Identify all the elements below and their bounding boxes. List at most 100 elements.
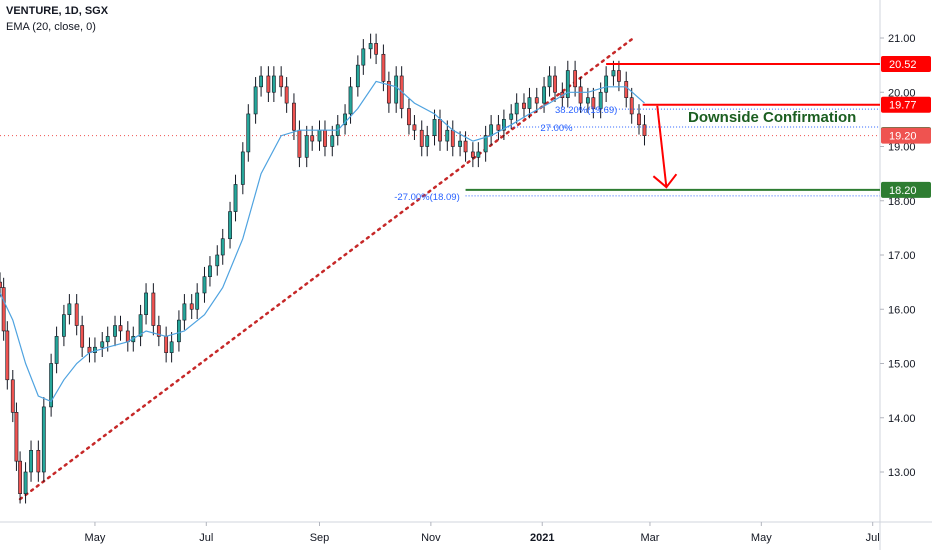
candle-up — [138, 314, 143, 337]
y-tick-label: 13.00 — [888, 467, 916, 479]
x-tick-label: Nov — [421, 532, 441, 544]
candle-up — [425, 135, 430, 147]
candle-up — [259, 75, 263, 88]
candle-down — [156, 325, 161, 337]
downside-confirmation-label: Downside Confirmation — [688, 109, 856, 126]
candle-down — [151, 292, 156, 326]
candle-down — [310, 135, 315, 142]
candle-down — [624, 81, 629, 98]
candle-down — [18, 460, 22, 494]
candle-up — [604, 75, 609, 93]
y-tick-label: 17.00 — [888, 250, 916, 262]
candle-down — [386, 81, 391, 104]
candle-up — [368, 43, 373, 50]
candle-up — [476, 151, 481, 158]
candle-up — [394, 75, 399, 104]
price-badge-label: 20.52 — [889, 59, 917, 71]
y-tick-label: 14.00 — [888, 413, 916, 425]
candle-down — [617, 70, 621, 82]
ascending-trendline — [18, 36, 635, 501]
candle-up — [100, 341, 105, 348]
candle-up — [233, 184, 238, 212]
candle-down — [438, 119, 442, 142]
candle-up — [202, 276, 207, 294]
candle-down — [463, 140, 468, 153]
y-tick-label: 21.00 — [888, 33, 916, 45]
candle-down — [292, 102, 296, 131]
price-badge-label: 18.20 — [889, 185, 917, 197]
x-tick-label: Sep — [310, 532, 330, 544]
candle-down — [80, 325, 85, 348]
price-badge — [881, 127, 931, 144]
candle-down — [164, 336, 169, 353]
price-badge — [881, 96, 931, 113]
candle-down — [381, 53, 386, 82]
candle-down — [553, 75, 557, 93]
candle-down — [419, 129, 424, 147]
candle-up — [458, 140, 462, 147]
candle-up — [598, 91, 603, 109]
candle-up — [105, 336, 110, 343]
candle-up — [445, 129, 450, 142]
candle-up — [348, 86, 353, 115]
candle-up — [547, 75, 552, 88]
candle-down — [637, 113, 641, 126]
candle-up — [246, 113, 251, 153]
candle-down — [534, 97, 539, 104]
x-tick-label: May — [85, 532, 106, 544]
candle-up — [208, 265, 212, 278]
candle-up — [195, 292, 200, 310]
candle-up — [330, 135, 335, 147]
candle-up — [355, 64, 360, 88]
candle-down — [125, 330, 130, 343]
candle-down — [629, 97, 634, 115]
candle-up — [182, 303, 187, 321]
candle-up — [514, 102, 519, 115]
x-tick-label: May — [751, 532, 772, 544]
candle-up — [228, 211, 232, 240]
y-tick-label: 19.00 — [888, 142, 916, 154]
ema-line — [0, 80, 645, 403]
candle-up — [483, 135, 488, 153]
price-badge — [881, 56, 931, 73]
y-tick-label: 18.00 — [888, 196, 916, 208]
indicator-legend[interactable]: EMA (20, close, 0) — [6, 21, 96, 33]
candle-down — [297, 129, 302, 158]
candle-up — [509, 113, 514, 120]
candle-up — [29, 449, 33, 473]
candle-down — [573, 70, 578, 88]
candle-up — [565, 70, 570, 98]
candle-up — [527, 97, 532, 109]
fib-38-label: 38.20%(19.69) — [555, 105, 617, 116]
candle-up — [432, 119, 437, 136]
candle-up — [240, 151, 245, 185]
candle-down — [412, 124, 417, 131]
candle-down — [323, 129, 327, 147]
candle-down — [189, 303, 194, 310]
candle-down — [470, 151, 475, 158]
candle-down — [279, 75, 284, 88]
candle-down — [14, 412, 19, 462]
candle-up — [317, 129, 322, 142]
candle-down — [578, 86, 583, 104]
symbol-legend[interactable]: VENTURE, 1D, SGX — [6, 5, 109, 17]
y-tick-label: 16.00 — [888, 304, 916, 316]
candle-up — [169, 341, 174, 353]
candle-down — [10, 379, 15, 413]
candle-up — [611, 70, 616, 77]
candle-up — [304, 135, 309, 158]
downside-arrow-shaft — [656, 105, 668, 188]
candle-up — [23, 471, 28, 495]
candle-up — [502, 119, 506, 131]
candle-up — [542, 86, 546, 104]
fib-27-label: 27.00% — [540, 123, 573, 134]
x-tick-label: 2021 — [530, 532, 554, 544]
candle-up — [113, 325, 117, 337]
candle-up — [253, 86, 258, 115]
candle-up — [361, 48, 366, 66]
candle-up — [215, 254, 220, 267]
candle-down — [74, 303, 79, 326]
candle-down — [1, 287, 6, 332]
